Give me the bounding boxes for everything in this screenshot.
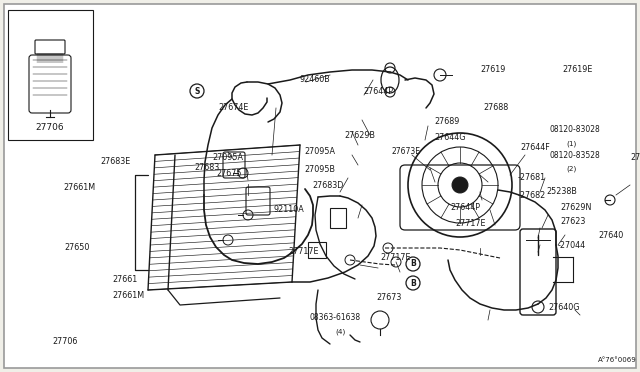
Text: 27640: 27640 bbox=[598, 231, 623, 240]
Text: 27661: 27661 bbox=[112, 276, 137, 285]
Text: 27640G: 27640G bbox=[548, 304, 579, 312]
Text: 27095A: 27095A bbox=[212, 154, 243, 163]
Text: 27675: 27675 bbox=[216, 170, 241, 179]
Text: 27683E: 27683E bbox=[100, 157, 131, 167]
Text: 27673: 27673 bbox=[376, 294, 401, 302]
Text: B: B bbox=[410, 260, 416, 269]
Text: 27717E: 27717E bbox=[380, 253, 410, 263]
Text: 27619: 27619 bbox=[480, 65, 506, 74]
Text: 27683: 27683 bbox=[194, 164, 220, 173]
Text: 08120-83028: 08120-83028 bbox=[550, 125, 601, 135]
Text: -27044: -27044 bbox=[558, 241, 586, 250]
Circle shape bbox=[452, 177, 468, 193]
Text: 27688: 27688 bbox=[483, 103, 508, 112]
Text: (1): (1) bbox=[566, 141, 576, 147]
Text: 27717E: 27717E bbox=[288, 247, 319, 257]
Text: (4): (4) bbox=[335, 329, 345, 335]
Text: 27095A: 27095A bbox=[304, 148, 335, 157]
Text: B: B bbox=[410, 279, 416, 288]
Text: 27095B: 27095B bbox=[304, 166, 335, 174]
Text: -27681: -27681 bbox=[518, 173, 546, 183]
Text: 27706: 27706 bbox=[52, 337, 77, 346]
Text: 27706: 27706 bbox=[36, 124, 64, 132]
Text: 27619E: 27619E bbox=[562, 65, 593, 74]
Text: 27673E: 27673E bbox=[392, 148, 421, 157]
Text: 27661M: 27661M bbox=[63, 183, 95, 192]
Text: 27644P: 27644P bbox=[363, 87, 393, 96]
Text: A°76°0069: A°76°0069 bbox=[598, 357, 637, 363]
Text: 27644F: 27644F bbox=[520, 144, 550, 153]
Text: 92110A: 92110A bbox=[274, 205, 305, 215]
Text: 08363-61638: 08363-61638 bbox=[310, 314, 361, 323]
Text: 27674E: 27674E bbox=[218, 103, 248, 112]
Text: 27717E: 27717E bbox=[455, 219, 486, 228]
Text: 27629N: 27629N bbox=[560, 203, 591, 212]
Text: 27623: 27623 bbox=[560, 218, 586, 227]
Text: (2): (2) bbox=[566, 166, 576, 172]
Text: 27629B: 27629B bbox=[344, 131, 375, 141]
FancyBboxPatch shape bbox=[8, 10, 93, 140]
Text: S: S bbox=[195, 87, 200, 96]
Text: 27698: 27698 bbox=[630, 154, 640, 163]
Text: 27644P: 27644P bbox=[450, 203, 480, 212]
Text: -27682: -27682 bbox=[518, 190, 547, 199]
Text: 08120-83528: 08120-83528 bbox=[550, 151, 601, 160]
Text: 25238B: 25238B bbox=[546, 187, 577, 196]
Text: 92460B: 92460B bbox=[300, 76, 331, 84]
FancyBboxPatch shape bbox=[4, 4, 636, 368]
Text: 27650: 27650 bbox=[64, 244, 90, 253]
Text: 27683D: 27683D bbox=[312, 180, 344, 189]
Text: 27644G: 27644G bbox=[434, 134, 465, 142]
Text: 27661M: 27661M bbox=[112, 292, 144, 301]
Text: 27689: 27689 bbox=[434, 118, 460, 126]
